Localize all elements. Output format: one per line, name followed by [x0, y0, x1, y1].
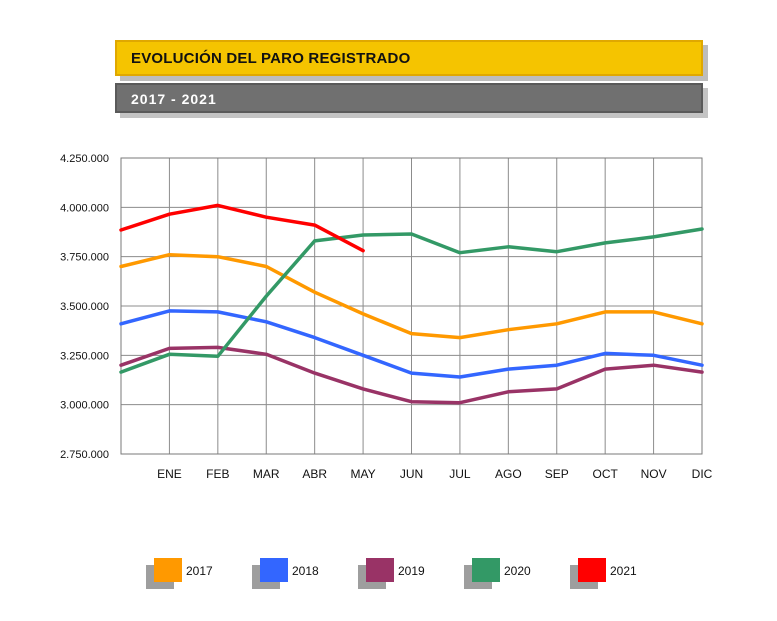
legend-item-2019: 2019: [352, 556, 462, 596]
legend-item-2017: 2017: [140, 556, 250, 596]
y-tick-label: 4.000.000: [60, 202, 109, 214]
y-tick-label: 3.250.000: [60, 350, 109, 362]
legend-label: 2017: [186, 564, 213, 578]
x-tick-label: SEP: [545, 467, 569, 481]
y-tick-label: 3.000.000: [60, 400, 109, 412]
legend-item-2021: 2021: [564, 556, 674, 596]
x-tick-label: MAR: [253, 467, 280, 481]
legend-swatch: [260, 558, 288, 582]
chart-subtitle: 2017 - 2021: [131, 91, 217, 107]
legend-item-2018: 2018: [246, 556, 356, 596]
y-tick-label: 3.500.000: [60, 301, 109, 313]
legend-label: 2020: [504, 564, 531, 578]
legend: 2017 2018 2019 2020 2021: [140, 556, 700, 596]
legend-label: 2019: [398, 564, 425, 578]
legend-label: 2021: [610, 564, 637, 578]
x-tick-label: AGO: [495, 467, 522, 481]
series-line-2018: [119, 309, 704, 379]
y-tick-label: 3.750.000: [60, 252, 109, 264]
x-tick-label: ENE: [157, 467, 182, 481]
x-tick-label: JUL: [449, 467, 471, 481]
x-tick-label: MAY: [351, 467, 376, 481]
x-tick-label: NOV: [641, 467, 667, 481]
x-tick-label: JUN: [400, 467, 423, 481]
legend-swatch: [154, 558, 182, 582]
y-tick-label: 2.750.000: [60, 449, 109, 461]
series-line-2021: [119, 203, 365, 253]
series-line-2019: [119, 345, 704, 405]
x-tick-label: FEB: [206, 467, 229, 481]
legend-item-2020: 2020: [458, 556, 568, 596]
plot-frame: [120, 157, 703, 455]
y-tick-label: 4.250.000: [60, 153, 109, 165]
chart-title: EVOLUCIÓN DEL PARO REGISTRADO: [131, 50, 411, 67]
x-tick-label: OCT: [592, 467, 618, 481]
x-tick-label: ABR: [302, 467, 327, 481]
legend-swatch: [366, 558, 394, 582]
legend-swatch: [472, 558, 500, 582]
series-line-2017: [119, 252, 704, 340]
legend-label: 2018: [292, 564, 319, 578]
legend-swatch: [578, 558, 606, 582]
subtitle-banner: 2017 - 2021: [115, 83, 703, 113]
title-banner: EVOLUCIÓN DEL PARO REGISTRADO: [115, 40, 703, 76]
series-line-2020: [119, 227, 704, 374]
x-tick-label: DIC: [692, 467, 713, 481]
